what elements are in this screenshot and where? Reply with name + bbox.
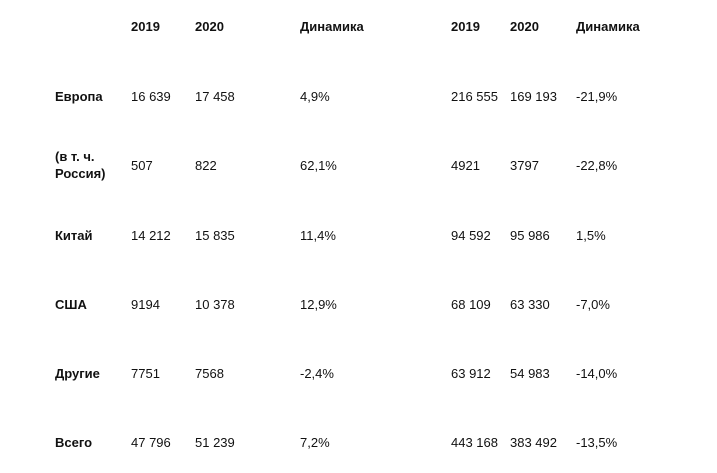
table-cell: 17 458 [195, 89, 235, 104]
table-cell: 216 555 [451, 89, 498, 104]
table-cell: 3797 [510, 158, 539, 173]
row-label-line-1: (в т. ч. [55, 149, 95, 164]
table-cell: 169 193 [510, 89, 557, 104]
table-cell: 14 212 [131, 228, 171, 243]
header-2019-first: 2019 [131, 19, 160, 34]
table-cell: -21,9% [576, 89, 618, 104]
table-cell: 54 983 [510, 366, 550, 381]
table-cell: 47 796 [131, 435, 171, 450]
table-cell: 4921 [451, 158, 480, 173]
table-cell: -14,0% [576, 366, 618, 381]
table-cell: 1,5% [576, 228, 606, 243]
table-cell: 15 835 [195, 228, 235, 243]
header-dynamics-first: Динамика [300, 19, 364, 34]
table-cell: 62,1% [300, 158, 337, 173]
table-cell: 4,9% [300, 89, 330, 104]
table-cell: 12,9% [300, 297, 337, 312]
table-cell: 822 [195, 158, 217, 173]
table-cell: 507 [131, 158, 153, 173]
row-label: США [55, 297, 87, 312]
header-2020-second: 2020 [510, 19, 539, 34]
table-cell: 63 330 [510, 297, 550, 312]
table-cell: 16 639 [131, 89, 171, 104]
table-cell: 7568 [195, 366, 224, 381]
row-label: Европа [55, 89, 103, 104]
table-cell: -13,5% [576, 435, 618, 450]
table-cell: -2,4% [300, 366, 334, 381]
row-label-line-2: Россия) [55, 166, 106, 181]
row-label: Всего [55, 435, 93, 450]
table-cell: 51 239 [195, 435, 235, 450]
header-2019-second: 2019 [451, 19, 480, 34]
table-cell: 7,2% [300, 435, 330, 450]
table-cell: 11,4% [300, 228, 336, 243]
row-label: Китай [55, 228, 93, 243]
table-cell: 94 592 [451, 228, 491, 243]
table-cell: 63 912 [451, 366, 491, 381]
table-cell: 383 492 [510, 435, 557, 450]
table-cell: -22,8% [576, 158, 618, 173]
table-cell: 443 168 [451, 435, 498, 450]
header-2020-first: 2020 [195, 19, 224, 34]
table-cell: 68 109 [451, 297, 491, 312]
table-cell: 95 986 [510, 228, 550, 243]
table-cell: 10 378 [195, 297, 235, 312]
table-cell: 9194 [131, 297, 160, 312]
header-dynamics-second: Динамика [576, 19, 640, 34]
row-label: Другие [55, 366, 100, 381]
table-cell: 7751 [131, 366, 160, 381]
table-cell: -7,0% [576, 297, 610, 312]
